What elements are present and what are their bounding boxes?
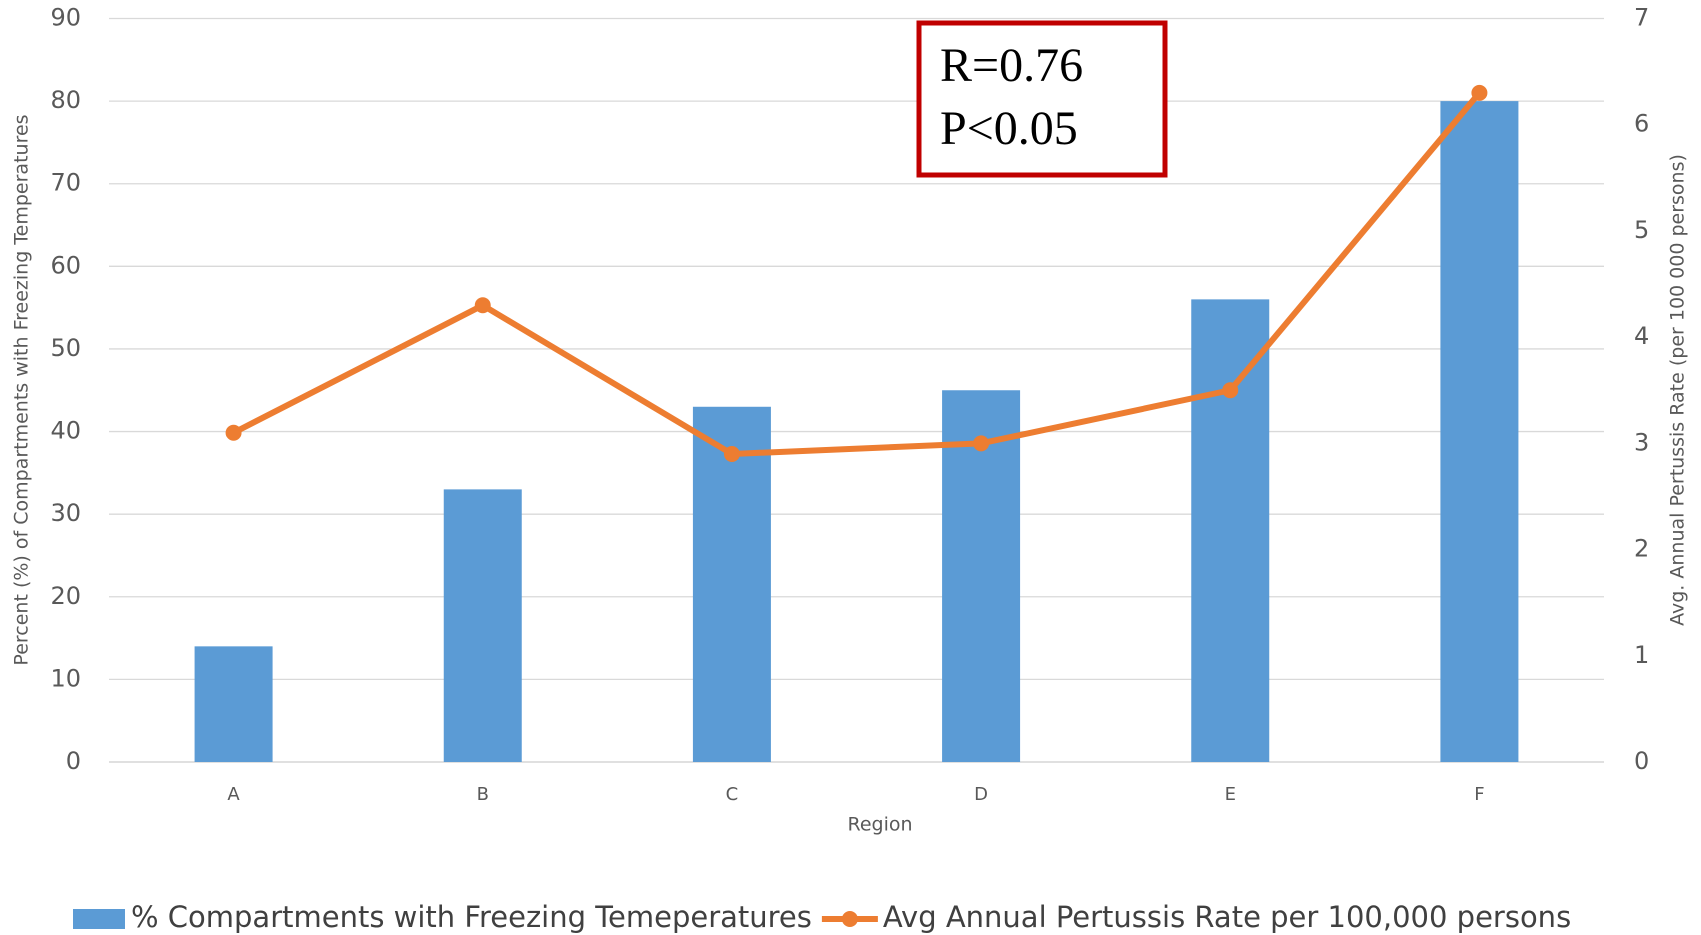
x-tick-label: B <box>477 784 489 805</box>
y2-tick-label: 0 <box>1634 747 1649 775</box>
bar <box>443 489 522 762</box>
x-tick-label: D <box>974 784 988 805</box>
bar <box>692 406 771 762</box>
line-marker <box>1471 84 1488 101</box>
y2-tick-label: 6 <box>1634 110 1649 138</box>
y-tick-label: 40 <box>50 417 81 445</box>
line-marker <box>1222 382 1239 399</box>
legend-label: Avg Annual Pertussis Rate per 100,000 pe… <box>883 900 1571 934</box>
y-tick-label: 20 <box>50 582 81 610</box>
x-tick-label: F <box>1474 784 1484 805</box>
x-tick-label: C <box>726 784 739 805</box>
line-marker <box>973 435 990 452</box>
line-marker <box>225 424 242 441</box>
annotation: R=0.76 <box>940 39 1083 92</box>
annotation: P<0.05 <box>940 102 1078 155</box>
x-axis-title: Region <box>847 814 912 836</box>
y-tick-label: 50 <box>50 334 81 362</box>
y-tick-label: 80 <box>50 86 81 114</box>
y-tick-label: 0 <box>66 747 81 775</box>
legend-swatch <box>841 911 858 927</box>
annotation-box <box>916 20 1168 178</box>
y2-tick-label: 5 <box>1634 216 1649 244</box>
legend-label: % Compartments with Freezing Temeperatur… <box>131 900 812 934</box>
x-tick-label: A <box>227 784 240 805</box>
line-marker <box>723 445 740 462</box>
y-tick-label: 90 <box>50 4 81 32</box>
legend-swatch <box>73 909 125 929</box>
y2-tick-label: 3 <box>1634 428 1649 456</box>
y-tick-label: 30 <box>50 499 81 527</box>
bar <box>942 390 1021 762</box>
y2-tick-label: 2 <box>1634 535 1649 563</box>
line-marker <box>474 297 491 314</box>
y-tick-label: 60 <box>50 251 81 279</box>
y2-tick-label: 7 <box>1634 4 1649 32</box>
y2-tick-label: 1 <box>1634 641 1649 669</box>
bar <box>194 646 273 762</box>
y-tick-label: 70 <box>50 169 81 197</box>
y2-tick-label: 4 <box>1634 322 1649 350</box>
x-tick-label: E <box>1225 784 1236 805</box>
bar <box>1440 101 1519 763</box>
y2-axis-title: Avg. Annual Pertussis Rate (per 100 000 … <box>1667 154 1689 626</box>
y-tick-label: 10 <box>50 664 81 692</box>
line <box>232 90 1482 457</box>
bar <box>1191 299 1270 762</box>
y-axis-title: Percent (%) of Compartments with Freezin… <box>11 114 33 665</box>
